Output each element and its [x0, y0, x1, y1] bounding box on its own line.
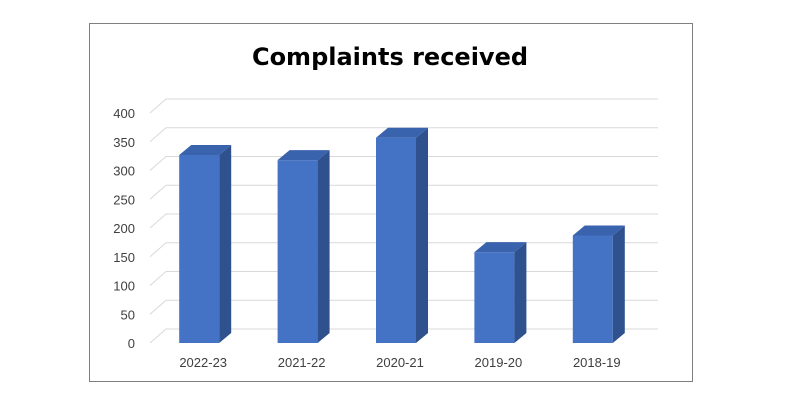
- bar-2018-19: [572, 225, 625, 343]
- y-tick-label: 400: [113, 106, 135, 121]
- bar-side: [317, 150, 330, 343]
- bar-2021-22: [277, 150, 330, 343]
- bar-top: [179, 144, 232, 155]
- bar-side: [612, 225, 625, 343]
- bar-front: [277, 160, 318, 343]
- bar-front: [376, 137, 416, 343]
- y-tick-label: 350: [113, 135, 135, 150]
- bar-side: [416, 127, 428, 343]
- bar-front: [474, 252, 515, 343]
- y-tick-label: 250: [113, 192, 135, 207]
- bar-side: [219, 144, 232, 343]
- y-tick-label: 0: [128, 336, 135, 351]
- bar-top: [474, 242, 527, 253]
- bar-top: [376, 127, 428, 138]
- bar-top: [572, 225, 625, 236]
- bars: [179, 127, 625, 343]
- gridline: [149, 184, 658, 200]
- chart-title: Complaints received: [252, 43, 528, 71]
- bar-2020-21: [376, 127, 428, 343]
- y-tick-label: 50: [121, 307, 135, 322]
- x-tick-label: 2021-22: [278, 355, 326, 370]
- bar-side: [514, 242, 527, 343]
- y-tick-label: 200: [113, 221, 135, 236]
- x-tick-label: 2022-23: [179, 355, 227, 370]
- bar-top: [277, 150, 330, 161]
- y-tick-label: 150: [113, 250, 135, 265]
- bar-front: [179, 154, 220, 343]
- y-axis-ticks: 0 50 100 150 200 250 300 350 400: [113, 106, 135, 351]
- gridline: [149, 98, 658, 114]
- x-tick-label: 2018-19: [573, 355, 621, 370]
- x-tick-label: 2020-21: [376, 355, 424, 370]
- gridline: [149, 156, 658, 171]
- gridline: [149, 127, 658, 143]
- y-tick-label: 300: [113, 164, 135, 179]
- bar-front: [572, 235, 613, 343]
- bar-2019-20: [474, 242, 527, 343]
- bar-2022-23: [179, 144, 232, 343]
- x-tick-label: 2019-20: [475, 355, 523, 370]
- x-axis-ticks: 2022-23 2021-22 2020-21 2019-20 2018-19: [179, 355, 620, 370]
- y-tick-label: 100: [113, 279, 135, 294]
- gridline: [149, 213, 658, 229]
